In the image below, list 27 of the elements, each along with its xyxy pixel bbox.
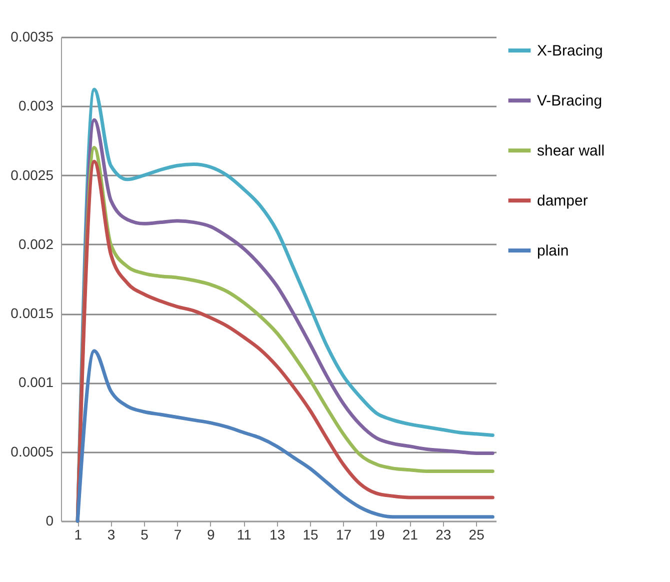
- x-tick-label: 3: [107, 526, 116, 542]
- legend-label: plain: [537, 242, 569, 260]
- x-tick-label: 5: [140, 526, 149, 542]
- x-tick-label: 25: [468, 526, 485, 542]
- y-tick-label: 0.0015: [10, 305, 54, 322]
- y-tick-label: 0: [46, 512, 54, 528]
- x-tick-label: 13: [270, 526, 286, 542]
- x-tick-label: 17: [336, 526, 352, 542]
- x-tick-label: 19: [369, 526, 385, 542]
- y-tick-label: 0.0035: [10, 28, 54, 44]
- x-tick-label: 1: [74, 526, 82, 542]
- y-tick-label: 0.002: [18, 236, 54, 252]
- y-tick-label: 0.0005: [10, 443, 54, 460]
- legend-label: shear wall: [537, 142, 605, 160]
- y-tick-label: 0.001: [18, 374, 54, 390]
- x-tick-label: 23: [436, 526, 452, 542]
- legend-label: V-Bracing: [537, 92, 602, 110]
- legend-label: X-Bracing: [537, 42, 603, 60]
- x-tick-label: 9: [207, 526, 216, 542]
- legend-label: damper: [537, 192, 588, 210]
- x-tick-label: 11: [236, 526, 252, 542]
- line-series: [76, 349, 494, 523]
- x-tick-label: 15: [302, 526, 319, 542]
- x-tick-label: 21: [402, 526, 418, 542]
- y-tick-label: 0.003: [18, 98, 54, 114]
- y-tick-label: 0.0025: [10, 166, 54, 183]
- x-tick-label: 7: [174, 526, 182, 542]
